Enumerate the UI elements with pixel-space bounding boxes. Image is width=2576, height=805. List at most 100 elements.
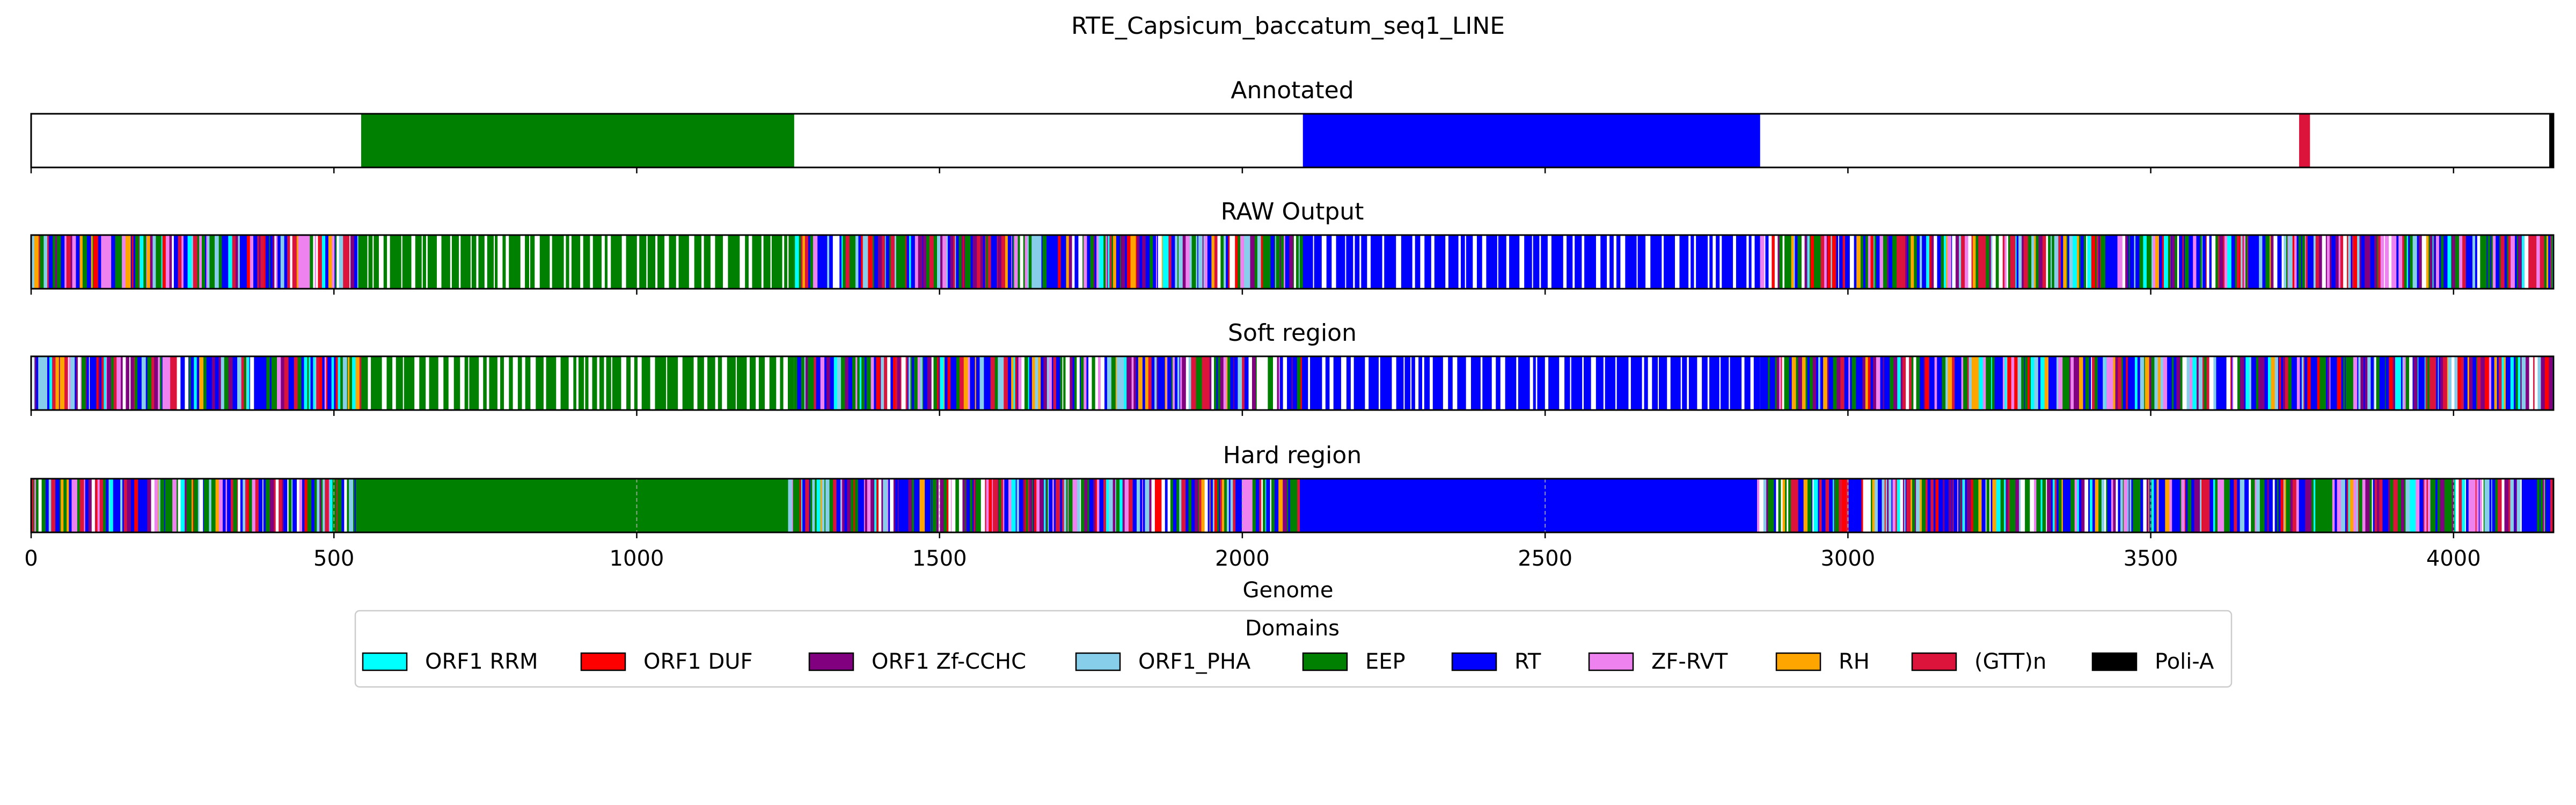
segment-orf1-rrm: [2454, 479, 2456, 532]
segment-rt: [2330, 356, 2334, 410]
segment-eep: [1252, 479, 1256, 532]
segment--gtt-n: [1839, 479, 1842, 532]
gap-mark: [1867, 479, 1871, 532]
track-segments: [31, 479, 2554, 532]
segment-rt: [2097, 356, 2099, 410]
gap-mark: [1322, 356, 1326, 410]
gap-mark: [931, 356, 934, 410]
segment-orf1-pha: [2200, 479, 2202, 532]
legend-title: Domains: [1245, 616, 1340, 641]
gap-mark: [1582, 356, 1584, 410]
gap-mark: [1273, 356, 1277, 410]
segment-rh: [127, 235, 131, 289]
segment-orf1-pha: [43, 235, 48, 289]
segment-zf-rvt: [2074, 479, 2077, 532]
segment-rt: [2231, 356, 2233, 410]
gap-mark: [608, 235, 611, 289]
segment-orf1-zf-cchc: [927, 356, 932, 410]
segment-eep: [340, 356, 343, 410]
segment-orf1-zf-cchc: [147, 479, 151, 532]
segment-zf-rvt: [2472, 479, 2476, 532]
gap-mark: [411, 235, 415, 289]
segment-eep: [1987, 356, 1992, 410]
segment-rt: [1937, 356, 1940, 410]
segment-rt: [1161, 356, 1166, 410]
segment-rh: [2063, 235, 2067, 289]
segment-zf-rvt: [1014, 235, 1018, 289]
segment-eep: [2377, 235, 2379, 289]
gap-mark: [1539, 235, 1541, 289]
segment-eep: [1024, 356, 1029, 410]
segment-rh: [2350, 479, 2354, 532]
segment-eep: [2101, 235, 2105, 289]
segment-orf1-pha: [2367, 356, 2371, 410]
segment-rt: [1760, 356, 1764, 410]
gap-mark: [689, 235, 694, 289]
segment-eep: [873, 235, 875, 289]
segment-rt: [1029, 356, 1033, 410]
segment-rt: [2081, 235, 2084, 289]
segment-zf-rvt: [1018, 356, 1022, 410]
segment-eep: [843, 235, 846, 289]
gap-mark: [1645, 235, 1651, 289]
gap-mark: [747, 356, 750, 410]
segment-eep: [815, 479, 817, 532]
gap-mark: [756, 356, 759, 410]
segment-orf1-pha: [2454, 356, 2458, 410]
gap-mark: [1422, 356, 1424, 410]
segment-zf-rvt: [2353, 356, 2355, 410]
segment-orf1-rrm: [1106, 479, 1109, 532]
segment-rt: [2131, 479, 2133, 532]
segment-rt: [1853, 479, 1856, 532]
segment--gtt-n: [1233, 479, 1236, 532]
segment-eep: [1111, 235, 1114, 289]
segment-eep: [84, 235, 87, 289]
x-tick-label: 0: [24, 546, 38, 571]
gap-mark: [664, 235, 669, 289]
figure-title: RTE_Capsicum_baccatum_seq1_LINE: [1071, 12, 1505, 40]
segment-rh: [919, 479, 923, 532]
gap-mark: [1667, 356, 1671, 410]
segment-eep: [810, 479, 813, 532]
segment-rt: [36, 356, 39, 410]
segment--gtt-n: [170, 356, 174, 410]
segment-orf1-zf-cchc: [2419, 235, 2421, 289]
segment--gtt-n: [805, 479, 809, 532]
segment-orf1-duf: [2182, 235, 2184, 289]
segment-orf1-pha: [825, 479, 830, 532]
segment-rt: [141, 479, 145, 532]
gap-mark: [1410, 356, 1412, 410]
segment-orf1-zf-cchc: [2267, 479, 2270, 532]
segment-eep: [2149, 235, 2152, 289]
segment-orf1-rrm: [1028, 356, 1030, 410]
segment-eep: [1796, 356, 1799, 410]
gap-mark: [564, 235, 566, 289]
segment-rt: [2345, 479, 2347, 532]
segment-orf1-pha: [2488, 479, 2490, 532]
segment-eep: [143, 235, 147, 289]
segment-eep: [310, 479, 312, 532]
segment-eep: [266, 356, 270, 410]
segment-rt: [898, 479, 902, 532]
segment--gtt-n: [316, 356, 320, 410]
segment-orf1-zf-cchc: [893, 479, 896, 532]
gap-mark: [1095, 356, 1099, 410]
segment-orf1-zf-cchc: [121, 356, 123, 410]
segment-rt: [227, 479, 229, 532]
segment-orf1-pha: [1831, 235, 1833, 289]
segment-eep: [801, 356, 804, 410]
segment-orf1-zf-cchc: [1804, 235, 1807, 289]
legend-swatch: [2091, 652, 2138, 671]
segment-zf-rvt: [1011, 235, 1013, 289]
segment-rt: [2325, 356, 2328, 410]
segment-zf-rvt: [252, 479, 256, 532]
segment-orf1-zf-cchc: [1023, 479, 1025, 532]
segment-eep: [2516, 235, 2519, 289]
segment-orf1-duf: [947, 479, 949, 532]
segment-zf-rvt: [2158, 479, 2160, 532]
segment-eep: [2259, 479, 2264, 532]
segment-rt: [923, 356, 928, 410]
segment-orf1-zf-cchc: [2219, 235, 2223, 289]
segment-rt: [1143, 479, 1145, 532]
segment-orf1-zf-cchc: [34, 356, 36, 410]
